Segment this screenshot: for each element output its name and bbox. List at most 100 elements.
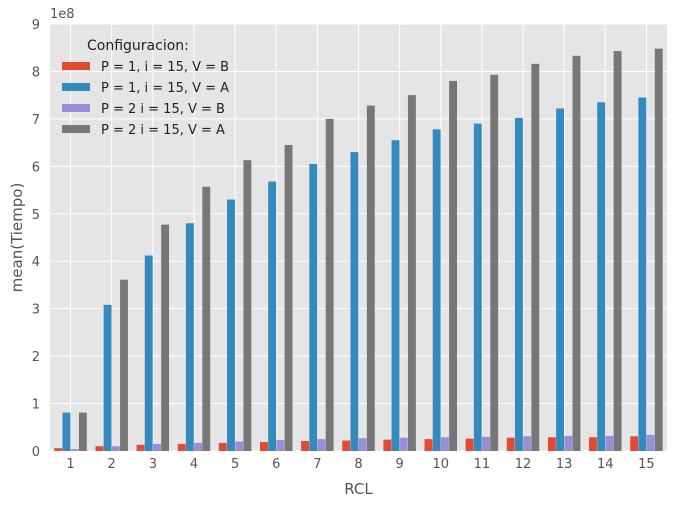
x-tick-label: 13 bbox=[556, 457, 573, 472]
bar bbox=[243, 160, 252, 451]
bar bbox=[177, 443, 186, 451]
bar bbox=[531, 63, 540, 451]
bar bbox=[54, 448, 63, 451]
y-tick-label: 7 bbox=[32, 113, 40, 128]
bar bbox=[465, 438, 474, 451]
bars bbox=[54, 48, 663, 452]
bar bbox=[235, 441, 244, 451]
bar bbox=[605, 435, 614, 451]
bar bbox=[589, 437, 597, 451]
bar bbox=[342, 440, 351, 451]
legend-swatch bbox=[62, 83, 90, 91]
bar bbox=[268, 181, 277, 451]
x-axis-label: RCL bbox=[344, 480, 373, 498]
y-tick-label: 0 bbox=[32, 445, 40, 460]
bar bbox=[161, 224, 170, 451]
bar bbox=[490, 74, 499, 451]
x-tick-label: 2 bbox=[108, 457, 116, 472]
x-tick-label: 3 bbox=[149, 457, 157, 472]
bar bbox=[218, 442, 227, 451]
bar bbox=[391, 140, 400, 451]
y-tick-label: 3 bbox=[32, 303, 40, 318]
bar bbox=[630, 436, 639, 451]
bar bbox=[399, 437, 408, 451]
y-tick-label: 5 bbox=[32, 208, 40, 223]
bar bbox=[407, 95, 416, 452]
y-tick-label: 8 bbox=[32, 65, 40, 80]
bar bbox=[259, 441, 268, 451]
x-tick-label: 14 bbox=[597, 457, 614, 472]
bar bbox=[152, 443, 161, 451]
bar bbox=[383, 439, 392, 451]
bar bbox=[95, 446, 104, 451]
legend-title: Configuracion: bbox=[87, 38, 189, 54]
x-tick-label: 10 bbox=[432, 457, 449, 472]
bar bbox=[424, 439, 433, 451]
bar bbox=[120, 279, 128, 451]
x-tick-label: 7 bbox=[313, 457, 321, 472]
legend-entry: P = 1, i = 15, V = B bbox=[101, 60, 229, 75]
y-multiplier-label: 1e8 bbox=[50, 7, 75, 22]
legend-swatch bbox=[62, 104, 90, 112]
bar bbox=[309, 163, 318, 451]
bar bbox=[432, 129, 441, 451]
bar bbox=[70, 449, 79, 451]
y-tick-label: 1 bbox=[32, 398, 40, 413]
bar bbox=[597, 102, 606, 452]
bar bbox=[564, 435, 573, 451]
bar bbox=[111, 446, 120, 451]
bar bbox=[62, 412, 71, 451]
y-tick-label: 4 bbox=[32, 255, 40, 270]
bar bbox=[185, 223, 194, 451]
bar bbox=[514, 117, 523, 451]
y-tick-label: 2 bbox=[32, 350, 40, 365]
bar bbox=[366, 105, 375, 452]
bar bbox=[556, 108, 565, 451]
bar bbox=[103, 304, 112, 451]
y-tick-labels: 0 1 2 3 4 5 6 7 8 9 bbox=[32, 18, 40, 460]
bar bbox=[646, 434, 655, 451]
x-tick-label: 9 bbox=[395, 457, 403, 472]
bar bbox=[572, 55, 581, 451]
bar bbox=[523, 436, 532, 451]
x-tick-label: 8 bbox=[354, 457, 362, 472]
y-tick-label: 6 bbox=[32, 160, 40, 175]
bar bbox=[317, 439, 326, 451]
legend-swatch bbox=[62, 62, 90, 70]
bar bbox=[202, 186, 211, 452]
legend-entry: P = 2 i = 15, V = A bbox=[101, 123, 225, 138]
bar bbox=[325, 118, 334, 451]
x-tick-label: 6 bbox=[272, 457, 280, 472]
bar bbox=[136, 444, 145, 451]
x-tick-label: 15 bbox=[638, 457, 655, 472]
bar bbox=[227, 199, 235, 451]
x-tick-label: 11 bbox=[474, 457, 491, 472]
bar bbox=[440, 437, 449, 451]
bar bbox=[350, 152, 359, 451]
bar bbox=[449, 80, 458, 451]
y-axis-label: mean(Tiempo) bbox=[8, 183, 26, 293]
legend-entry: P = 2 i = 15, V = B bbox=[101, 102, 225, 117]
bar bbox=[78, 412, 87, 451]
bar bbox=[194, 442, 203, 451]
x-tick-labels: 1 2 3 4 5 6 7 8 9 10 11 12 13 14 15 bbox=[66, 457, 654, 472]
x-tick-label: 5 bbox=[231, 457, 239, 472]
y-tick-label: 9 bbox=[32, 18, 40, 33]
x-tick-label: 12 bbox=[515, 457, 532, 472]
bar bbox=[144, 255, 153, 451]
x-tick-label: 4 bbox=[190, 457, 198, 472]
bar bbox=[482, 436, 490, 451]
bar bbox=[638, 97, 647, 452]
bar bbox=[358, 438, 367, 451]
bar bbox=[613, 51, 622, 451]
legend-entry: P = 1, i = 15, V = A bbox=[101, 81, 229, 96]
grid-lines bbox=[50, 23, 667, 452]
legend-swatch bbox=[62, 125, 90, 133]
bar bbox=[301, 441, 310, 451]
bar bbox=[284, 144, 293, 451]
x-tick-label: 1 bbox=[66, 457, 74, 472]
bar bbox=[547, 437, 556, 451]
bar bbox=[276, 440, 285, 451]
bar bbox=[506, 437, 515, 451]
